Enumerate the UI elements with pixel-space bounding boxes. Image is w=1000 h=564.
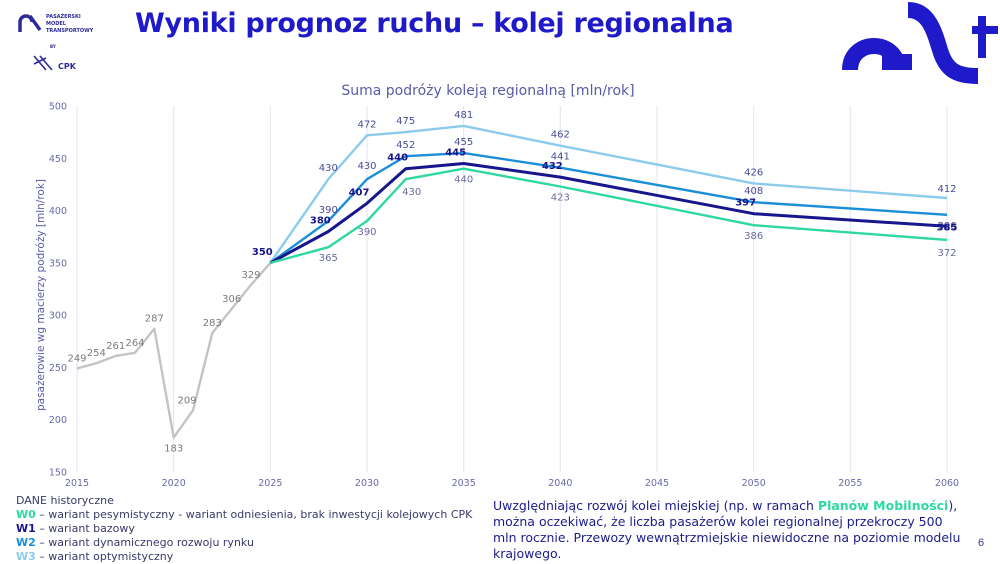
pmt-logo-icon xyxy=(18,14,42,32)
y-tick-label: 500 xyxy=(49,102,67,113)
legend: DANE historyczne W0 – wariant pesymistyc… xyxy=(16,494,472,564)
data-label: 426 xyxy=(744,167,763,178)
y-axis-label: pasażerowie wg macierzy podróży [mln/rok… xyxy=(35,179,47,411)
data-label: 430 xyxy=(402,187,421,198)
legend-text: – wariant pesymistyczny - wariant odnies… xyxy=(35,508,473,521)
chart-title: Suma podróży koleją regionalną [mln/rok] xyxy=(341,83,634,99)
data-label: 287 xyxy=(145,314,164,325)
pmt-logo: PASAŻERSKI MODEL TRANSPORTOWY BY CPK xyxy=(18,10,108,80)
legend-historic: DANE historyczne xyxy=(16,494,114,507)
y-tick-label: 300 xyxy=(49,311,67,322)
data-label: 475 xyxy=(396,116,415,127)
data-label: 385 xyxy=(937,222,958,233)
axis: 2015 2020 2025 2030 2035 2040 2045 2050 2055 2060… xyxy=(49,102,959,490)
data-label: 423 xyxy=(551,193,570,204)
data-label: 390 xyxy=(357,227,376,238)
x-tick-label: 2035 xyxy=(452,478,476,489)
legend-code: W0 xyxy=(16,508,36,521)
data-label: 432 xyxy=(542,161,563,172)
data-label: 462 xyxy=(551,130,570,141)
data-label: 472 xyxy=(357,119,376,130)
data-label: 430 xyxy=(319,163,338,174)
data-label: 455 xyxy=(454,137,473,148)
note-highlight: Planów Mobilności xyxy=(817,498,949,513)
x-tick-label: 2060 xyxy=(935,478,959,489)
data-label: 329 xyxy=(241,270,260,281)
data-label: 481 xyxy=(454,110,473,121)
data-label: 440 xyxy=(454,175,473,186)
y-tick-label: 450 xyxy=(49,154,67,165)
legend-code: W1 xyxy=(16,522,36,535)
data-label: 407 xyxy=(349,187,370,198)
legend-text: – wariant optymistyczny xyxy=(35,550,174,563)
legend-item-w2: W2 – wariant dynamicznego rozwoju rynku xyxy=(16,536,472,550)
x-tick-label: 2020 xyxy=(162,478,186,489)
legend-text: – wariant bazowy xyxy=(35,522,135,535)
y-tick-label: 250 xyxy=(49,363,67,374)
data-label: 209 xyxy=(177,395,196,406)
data-label: 261 xyxy=(106,341,125,352)
cpk-logo-icon xyxy=(33,55,53,71)
series-line-w0 xyxy=(269,167,948,265)
data-label: 365 xyxy=(319,253,338,264)
x-tick-label: 2040 xyxy=(548,478,572,489)
data-label: 264 xyxy=(125,338,144,349)
data-label: 306 xyxy=(222,294,241,305)
logo-line-1: PASAŻERSKI xyxy=(46,14,81,20)
legend-item-w0: W0 – wariant pesymistyczny - wariant odn… xyxy=(16,508,472,522)
data-label: 183 xyxy=(164,443,183,454)
data-label: 452 xyxy=(396,140,415,151)
data-label: 397 xyxy=(735,198,756,209)
x-tick-label: 2025 xyxy=(258,478,282,489)
y-tick-label: 150 xyxy=(49,468,67,479)
logo-line-3: TRANSPORTOWY xyxy=(46,28,94,34)
legend-code: W2 xyxy=(16,536,36,549)
data-label: 396 xyxy=(937,221,956,232)
x-tick-label: 2030 xyxy=(355,478,379,489)
logo-cpk: CPK xyxy=(58,62,76,71)
data-label: 380 xyxy=(310,215,331,226)
note-after: ), można oczekiwać, że liczba pasażerów … xyxy=(493,498,961,561)
series-line-w1 xyxy=(269,162,948,265)
x-tick-label: 2045 xyxy=(645,478,669,489)
x-tick-label: 2050 xyxy=(742,478,766,489)
y-tick-label: 200 xyxy=(49,415,67,426)
note-before: Uwzględniając rozwój kolei miejskiej (np… xyxy=(493,498,818,513)
legend-code: W3 xyxy=(16,550,36,563)
x-tick-label: 2055 xyxy=(838,478,862,489)
data-label: 350 xyxy=(252,247,273,258)
x-tick-label: 2015 xyxy=(65,478,89,489)
legend-text: – wariant dynamicznego rozwoju rynku xyxy=(35,536,254,549)
y-tick-label: 400 xyxy=(49,206,67,217)
legend-item-w3: W3 – wariant optymistyczny xyxy=(16,550,472,564)
slide-title: Wyniki prognoz ruchu – kolej regionalna xyxy=(135,8,734,39)
brand-graphic xyxy=(842,2,998,84)
data-label: 412 xyxy=(937,184,956,195)
series-line-w3 xyxy=(269,124,948,264)
series-line-dane-historyczne xyxy=(76,262,272,439)
logo-by: BY xyxy=(50,44,56,49)
legend-item-w1: W1 – wariant bazowy xyxy=(16,522,472,536)
data-label: 283 xyxy=(203,318,222,329)
y-tick-label: 350 xyxy=(49,258,67,269)
data-label: 372 xyxy=(937,248,956,259)
series-line-w2 xyxy=(269,151,948,264)
page-number: 6 xyxy=(978,537,985,549)
data-label: 386 xyxy=(744,231,763,242)
data-label: 249 xyxy=(67,353,86,364)
note-text: Uwzględniając rozwój kolei miejskiej (np… xyxy=(493,498,963,562)
data-label: 430 xyxy=(357,161,376,172)
data-label: 408 xyxy=(744,186,763,197)
traffic-forecast-chart: Suma podróży koleją regionalną [mln/rok]… xyxy=(35,83,959,490)
series-layer xyxy=(76,124,948,439)
data-label: 440 xyxy=(387,153,408,164)
data-label: 390 xyxy=(319,205,338,216)
logo-line-2: MODEL xyxy=(46,21,66,27)
data-label: 445 xyxy=(445,148,466,159)
data-label: 441 xyxy=(551,152,570,163)
data-label: 254 xyxy=(87,348,106,359)
